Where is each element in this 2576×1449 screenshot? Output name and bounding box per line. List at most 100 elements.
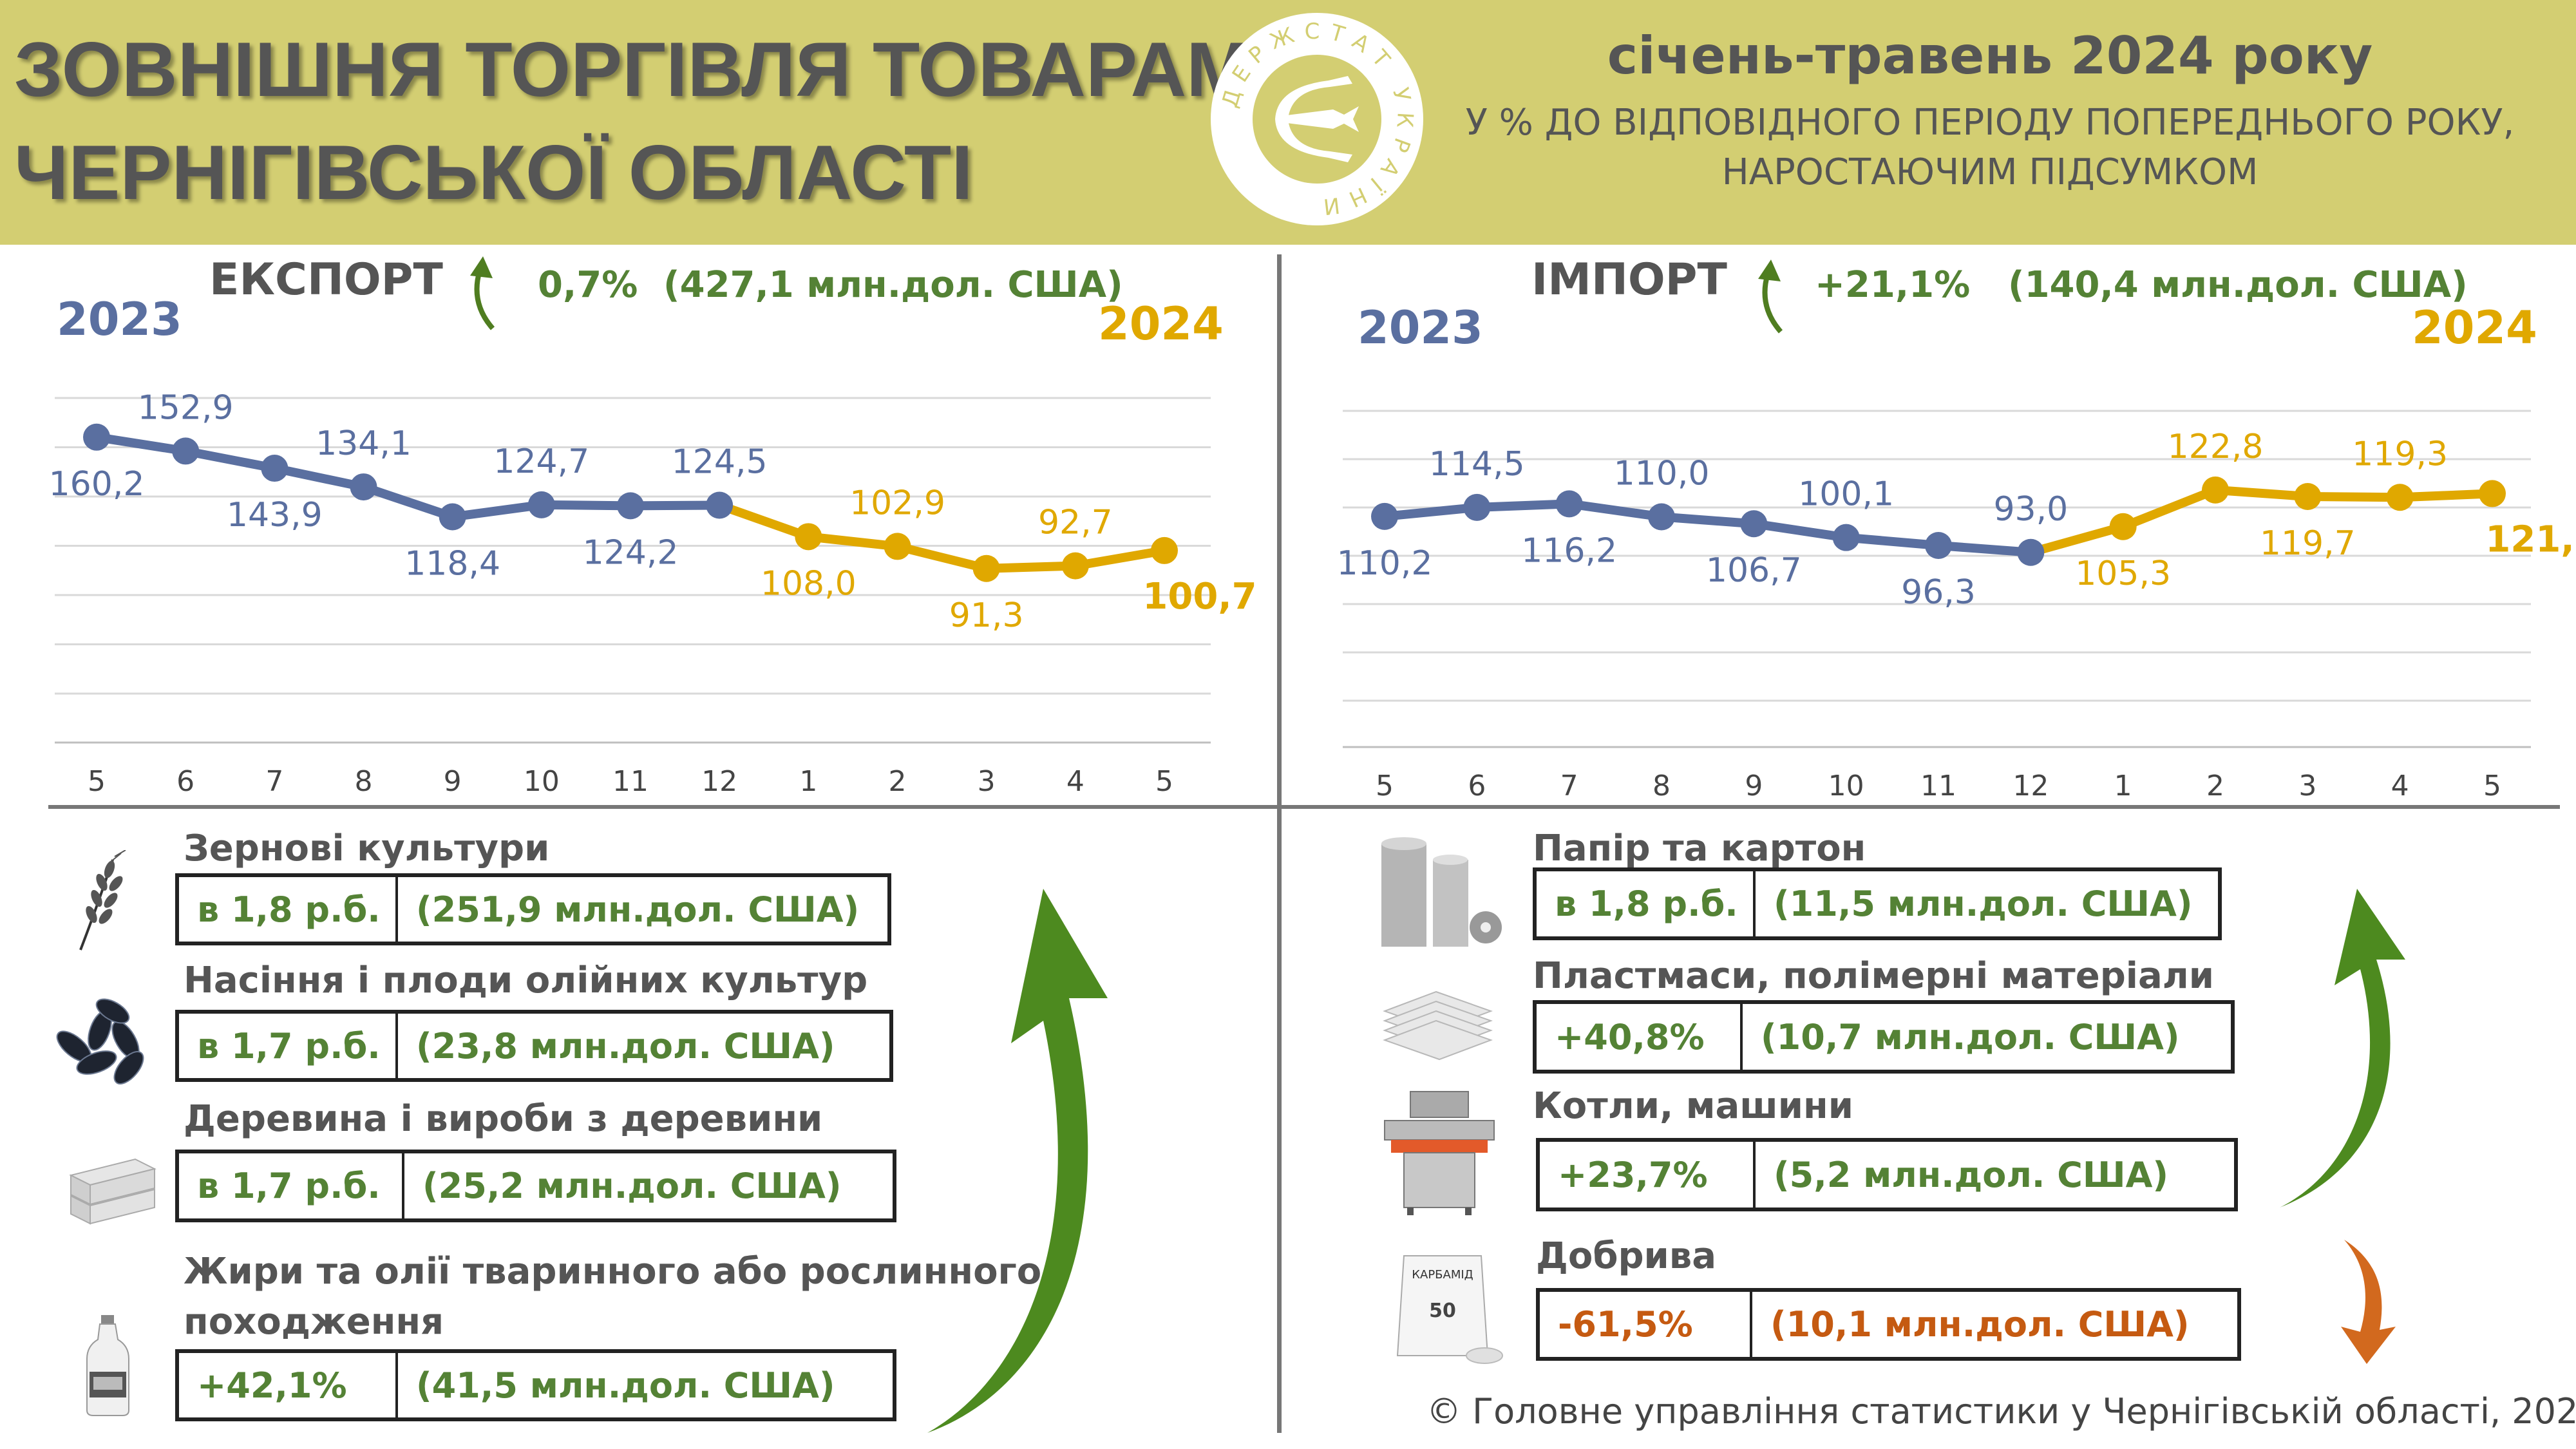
data-label: 106,7 bbox=[1706, 551, 1802, 590]
page-title: ЗОВНІШНЯ ТОРГІВЛЯ ТОВАРАМИ ЧЕРНІГІВСЬКОЇ… bbox=[14, 18, 1306, 224]
data-label: 152,9 bbox=[138, 388, 234, 427]
x-tick-label: 11 bbox=[612, 765, 649, 798]
big-arrow-up-icon bbox=[927, 889, 1108, 1433]
data-label: 93,0 bbox=[1993, 490, 2068, 529]
vertical-divider bbox=[1277, 254, 1282, 1433]
data-label: 121,1 bbox=[2485, 518, 2576, 560]
export-item-1-change: в 1,8 р.б. bbox=[179, 877, 398, 942]
data-point bbox=[795, 523, 822, 551]
data-point bbox=[2386, 484, 2414, 511]
import-item-3-amount: (5,2 млн.дол. США) bbox=[1774, 1154, 2169, 1195]
x-tick-label: 9 bbox=[1745, 770, 1763, 802]
import-item-2-amount: (10,7 млн.дол. США) bbox=[1761, 1016, 2180, 1057]
data-point bbox=[2294, 482, 2322, 510]
data-point bbox=[172, 437, 200, 465]
machine-icon bbox=[1384, 1091, 1495, 1215]
export-item-1-table: в 1,8 р.б. (251,9 млн.дол. США) bbox=[175, 873, 891, 945]
data-point bbox=[1925, 532, 1952, 560]
paper-rolls-icon bbox=[1381, 837, 1502, 947]
import-item-1-amount: (11,5 млн.дол. США) bbox=[1774, 884, 2193, 924]
x-tick-label: 1 bbox=[2114, 770, 2132, 802]
x-tick-label: 3 bbox=[2298, 770, 2316, 802]
data-point bbox=[1151, 536, 1178, 564]
data-point bbox=[1555, 490, 1583, 518]
data-point bbox=[350, 473, 377, 501]
x-tick-label: 7 bbox=[1560, 770, 1578, 802]
oil-bottle-icon bbox=[86, 1315, 129, 1416]
export-item-3-table: в 1,7 р.б. (25,2 млн.дол. США) bbox=[175, 1150, 896, 1222]
import-item-1-table: в 1,8 р.б. (11,5 млн.дол. США) bbox=[1533, 867, 2222, 940]
data-label: 100,1 bbox=[1798, 475, 1894, 514]
data-point bbox=[2017, 538, 2045, 566]
data-label: 124,2 bbox=[583, 533, 679, 572]
export-amount: (427,1 млн.дол. США) bbox=[663, 264, 1123, 306]
title-line-1: ЗОВНІШНЯ ТОРГІВЛЯ ТОВАРАМИ bbox=[14, 26, 1307, 113]
export-item-4-name-line-2: походження bbox=[184, 1301, 444, 1343]
import-year-2023: 2023 bbox=[1358, 301, 1483, 354]
x-tick-label: 6 bbox=[1468, 770, 1486, 802]
sunflower-seeds-icon bbox=[56, 998, 144, 1084]
arrow-up-icon bbox=[470, 256, 495, 330]
import-item-2-name: Пластмаси, полімерні матеріали bbox=[1533, 955, 2215, 997]
export-item-1-name: Зернові культури bbox=[184, 828, 550, 869]
import-item-2-table: +40,8% (10,7 млн.дол. США) bbox=[1533, 1000, 2235, 1074]
arrow-up-icon bbox=[1758, 260, 1783, 334]
export-item-2-name: Насіння і плоди олійних культур bbox=[184, 960, 868, 1001]
data-point bbox=[1061, 552, 1089, 580]
data-label: 134,1 bbox=[316, 424, 412, 463]
import-item-2-change: +40,8% bbox=[1537, 1004, 1743, 1070]
import-amount: (140,4 млн.дол. США) bbox=[2008, 264, 2468, 306]
x-tick-label: 10 bbox=[524, 765, 560, 798]
data-point bbox=[2479, 480, 2506, 507]
data-point bbox=[2202, 476, 2229, 504]
import-item-1-name: Папір та картон bbox=[1533, 828, 1866, 869]
subtitle-line-1: У % ДО ВІДПОВІДНОГО ПЕРІОДУ ПОПЕРЕДНЬОГО… bbox=[1465, 102, 2515, 144]
big-arrow-down-icon bbox=[2341, 1240, 2396, 1364]
export-change: 0,7% bbox=[538, 264, 638, 306]
data-point bbox=[1463, 493, 1491, 521]
fertilizer-bag-text: КАРБАМІД bbox=[1412, 1268, 1473, 1282]
import-item-4-change: -61,5% bbox=[1540, 1292, 1752, 1357]
x-tick-label: 10 bbox=[1828, 770, 1864, 802]
import-item-3-table: +23,7% (5,2 млн.дол. США) bbox=[1536, 1138, 2238, 1211]
x-tick-label: 1 bbox=[799, 765, 817, 798]
data-point bbox=[261, 455, 289, 482]
data-label: 122,8 bbox=[2168, 428, 2264, 466]
export-item-2-amount: (23,8 млн.дол. США) bbox=[416, 1025, 835, 1066]
import-item-4-name: Добрива bbox=[1536, 1235, 1716, 1277]
data-label: 110,0 bbox=[1614, 455, 1710, 493]
export-item-4-amount: (41,5 млн.дол. США) bbox=[416, 1365, 835, 1406]
x-tick-label: 5 bbox=[1155, 765, 1173, 798]
export-title: ЕКСПОРТ bbox=[209, 254, 443, 305]
data-label: 100,7 bbox=[1142, 576, 1256, 618]
data-label: 110,2 bbox=[1337, 544, 1433, 583]
export-year-2023: 2023 bbox=[57, 293, 182, 346]
data-label: 116,2 bbox=[1521, 531, 1617, 570]
export-item-2-table: в 1,7 р.б. (23,8 млн.дол. США) bbox=[175, 1010, 893, 1082]
export-item-3-name: Деревина і вироби з деревини bbox=[184, 1098, 823, 1140]
title-line-2: ЧЕРНІГІВСЬКОЇ ОБЛАСТІ bbox=[14, 129, 973, 216]
x-tick-label: 3 bbox=[978, 765, 996, 798]
x-tick-label: 11 bbox=[1920, 770, 1956, 802]
export-year-2024: 2024 bbox=[1098, 298, 1224, 350]
big-arrow-up-icon bbox=[2280, 889, 2405, 1208]
data-label: 105,3 bbox=[2075, 554, 2171, 593]
data-label: 114,5 bbox=[1429, 445, 1525, 484]
data-label: 108,0 bbox=[761, 564, 857, 603]
x-tick-label: 8 bbox=[1653, 770, 1671, 802]
data-point bbox=[83, 423, 110, 451]
export-item-4-change: +42,1% bbox=[179, 1353, 398, 1417]
export-item-1-amount: (251,9 млн.дол. США) bbox=[416, 889, 860, 930]
plastic-sheets-icon bbox=[1383, 990, 1493, 1061]
data-label: 118,4 bbox=[404, 545, 500, 583]
fertilizer-bag-weight: 50 bbox=[1429, 1300, 1456, 1322]
x-tick-label: 4 bbox=[1066, 765, 1084, 798]
x-tick-label: 5 bbox=[1376, 770, 1394, 802]
x-tick-label: 6 bbox=[176, 765, 194, 798]
x-tick-label: 12 bbox=[2012, 770, 2049, 802]
data-point bbox=[439, 503, 466, 531]
series-line bbox=[2029, 485, 2493, 557]
fertilizer-bag-icon: КАРБАМІД 50 bbox=[1396, 1255, 1503, 1364]
data-point bbox=[617, 492, 644, 520]
import-item-1-change: в 1,8 р.б. bbox=[1537, 871, 1756, 936]
